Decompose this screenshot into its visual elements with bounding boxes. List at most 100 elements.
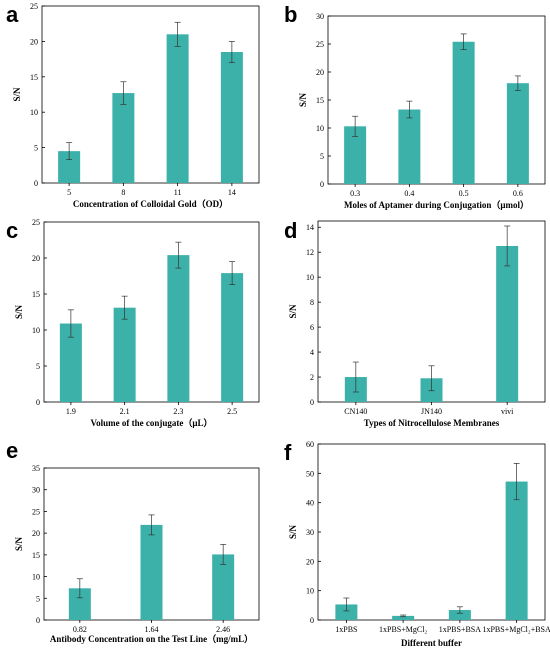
- y-tick-label: 30: [306, 528, 314, 537]
- y-tick-label: 0: [310, 398, 314, 407]
- chart-panel-a: a 0 5 10 15 20 25 S/N 5 8 11 14 Concentration of Co…: [0, 0, 270, 215]
- bar: [496, 245, 519, 402]
- x-tick-label: 0.4: [404, 189, 414, 198]
- plot-frame: [43, 221, 260, 403]
- y-tick-label: 0: [36, 616, 40, 625]
- x-axis-label: Volume of the conjugate（μL）: [90, 418, 212, 428]
- y-tick-label: 12: [306, 248, 314, 257]
- x-axis-label: Concentration of Colloidal Gold（OD）: [73, 199, 228, 209]
- y-tick-label: 0: [310, 616, 314, 625]
- bar: [112, 93, 135, 183]
- y-tick-label: 5: [320, 152, 324, 161]
- x-axis-label: Different buffer: [401, 638, 462, 648]
- bar: [398, 109, 421, 184]
- bar: [166, 34, 189, 183]
- bar: [58, 151, 81, 183]
- y-tick-label: 10: [30, 108, 38, 117]
- x-tick-label: 5: [67, 188, 71, 197]
- x-tick-label: 2.1: [120, 407, 130, 416]
- y-tick-label: 25: [30, 2, 38, 11]
- bar: [344, 126, 367, 184]
- chart-panel-e: e 0 5 10 15 20 25 30 35 S/N 0.82 1.64 2.46 Antibody …: [0, 434, 270, 648]
- bar: [448, 610, 471, 620]
- x-tick-label: 2.3: [173, 407, 183, 416]
- y-tick-label: 20: [32, 254, 40, 263]
- y-tick-label: 15: [32, 290, 40, 299]
- y-tick-label: 15: [30, 73, 38, 82]
- x-axis-label: Moles of Aptamer during Conjugation（μmol…: [344, 200, 529, 210]
- y-tick-label: 8: [310, 298, 314, 307]
- x-tick-label: vivi: [501, 407, 514, 416]
- y-tick-label: 14: [306, 223, 314, 232]
- y-tick-label: 25: [32, 507, 40, 516]
- bar: [505, 481, 528, 620]
- y-tick-label: 20: [316, 68, 324, 77]
- panel-letter: b: [284, 2, 298, 27]
- y-tick-label: 25: [32, 218, 40, 227]
- y-axis-label: S/N: [288, 525, 298, 540]
- x-tick-label: 1.64: [145, 625, 159, 634]
- y-tick-label: 5: [36, 362, 40, 371]
- panel-letter: d: [284, 218, 298, 243]
- y-axis-label: S/N: [288, 304, 298, 319]
- chart-svg: 0 5 10 15 20 25 S/N 1.9 2.1 2.3 2.5 Volume of the c…: [14, 218, 260, 428]
- chart-svg: 0 10 20 30 40 50 60 S/N 1xPBS 1xPBS+MgCl₂ 1xPBS+BS…: [288, 440, 550, 648]
- x-tick-label: 1xPBS+MgCl₂+BSA: [482, 625, 550, 634]
- bar: [68, 588, 91, 620]
- x-tick-label: 2.5: [227, 407, 237, 416]
- y-tick-label: 35: [32, 464, 40, 473]
- x-tick-label: 11: [174, 188, 182, 197]
- y-tick-label: 5: [34, 144, 38, 153]
- y-tick-label: 10: [316, 124, 324, 133]
- panel-letter: e: [6, 438, 19, 463]
- panel-letter: a: [6, 2, 19, 27]
- y-tick-label: 30: [32, 486, 40, 495]
- x-tick-label: 0.82: [73, 625, 87, 634]
- panel-letter: f: [284, 440, 292, 465]
- y-axis-label: S/N: [12, 87, 22, 102]
- x-tick-label: 0.6: [513, 189, 523, 198]
- y-tick-label: 0: [36, 398, 40, 407]
- y-tick-label: 4: [310, 348, 314, 357]
- y-tick-label: 60: [306, 440, 314, 449]
- x-tick-label: 1xPBS+MgCl₂: [379, 625, 427, 634]
- chart-svg: 0 5 10 15 20 25 30 S/N 0.3 0.4 0.5 0.6 Moles of Apta…: [298, 12, 546, 210]
- y-tick-label: 6: [310, 323, 314, 332]
- x-tick-label: CN140: [344, 407, 367, 416]
- chart-panel-b: b 0 5 10 15 20 25 30 S/N 0.3 0.4 0.5 0.6 Moles of Ap…: [278, 0, 550, 215]
- x-tick-label: 14: [228, 188, 236, 197]
- x-axis-label: Antibody Concentration on the Test Line（…: [50, 634, 253, 644]
- y-tick-label: 25: [316, 40, 324, 49]
- y-tick-label: 20: [32, 529, 40, 538]
- x-tick-label: 1xPBS+BSA: [439, 625, 482, 634]
- y-tick-label: 5: [36, 594, 40, 603]
- x-tick-label: JN140: [421, 407, 442, 416]
- bar: [221, 273, 244, 402]
- y-tick-label: 0: [320, 180, 324, 189]
- panel-letter: c: [6, 218, 19, 243]
- y-tick-label: 0: [34, 179, 38, 188]
- y-tick-label: 10: [32, 326, 40, 335]
- x-axis-label: Types of Nitrocellulose Membranes: [364, 418, 500, 428]
- bar: [220, 52, 243, 183]
- y-tick-label: 50: [306, 469, 314, 478]
- y-tick-label: 15: [316, 96, 324, 105]
- y-tick-label: 10: [306, 273, 314, 282]
- bar: [452, 41, 475, 185]
- x-tick-label: 1.9: [66, 407, 76, 416]
- y-tick-label: 20: [30, 37, 38, 46]
- y-axis-label: S/N: [14, 537, 24, 552]
- x-tick-label: 8: [121, 188, 125, 197]
- bar: [113, 307, 136, 402]
- bar: [392, 615, 415, 620]
- y-axis-label: S/N: [14, 305, 24, 320]
- bar: [59, 323, 82, 402]
- y-tick-label: 20: [306, 557, 314, 566]
- x-tick-label: 1xPBS: [335, 625, 357, 634]
- bar: [335, 604, 358, 620]
- chart-panel-c: c 0 5 10 15 20 25 S/N 1.9 2.1 2.3 2.5 Volume of the…: [0, 216, 270, 434]
- chart-panel-f: f 0 10 20 30 40 50 60 S/N 1xPBS 1xPBS+MgCl₂ 1xPBS+…: [278, 434, 550, 648]
